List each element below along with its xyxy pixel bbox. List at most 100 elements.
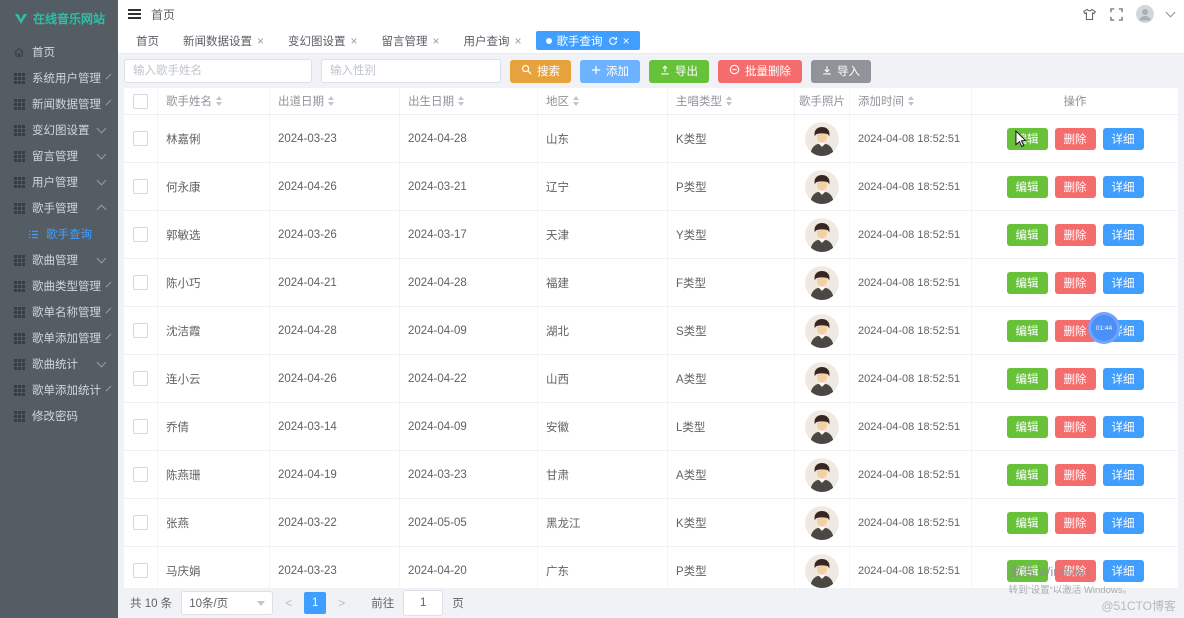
fullscreen-icon[interactable] [1110,7,1123,21]
delete-button[interactable]: 删除 [1054,271,1096,294]
tab-carousel-settings[interactable]: 变幻图设置 × [278,31,368,50]
sidebar-item-playlist-add-stats[interactable]: 歌单添加统计 [0,377,118,403]
sidebar-item-song-mgmt[interactable]: 歌曲管理 [0,247,118,273]
sort-caret-icon[interactable] [573,96,579,106]
row-actions: 编辑 删除 详细 [972,403,1178,450]
edit-button[interactable]: 编辑 [1006,511,1048,534]
next-page-button[interactable]: > [338,596,346,610]
refresh-icon[interactable] [608,36,618,46]
row-checkbox[interactable] [133,563,148,578]
column-header-type[interactable]: 主唱类型 [668,88,795,114]
page-size-select[interactable]: 10条/页 [181,591,274,615]
sort-caret-icon[interactable] [216,96,222,106]
delete-button[interactable]: 删除 [1054,127,1096,150]
edit-button[interactable]: 编辑 [1006,463,1048,486]
sort-caret-icon[interactable] [908,96,914,106]
close-icon[interactable]: × [514,33,522,48]
detail-button[interactable]: 详细 [1102,415,1144,438]
delete-button[interactable]: 删除 [1054,463,1096,486]
sort-caret-icon[interactable] [458,96,464,106]
breadcrumb[interactable]: 首页 [151,7,176,22]
singer-name-input[interactable] [124,59,312,83]
tab-singer-query[interactable]: 歌手查询 × [535,31,640,50]
sidebar-item-system-user-mgmt[interactable]: 系统用户管理 [0,65,118,91]
detail-button[interactable]: 详细 [1102,271,1144,294]
delete-button[interactable]: 删除 [1054,559,1096,582]
current-page-button[interactable]: 1 [304,592,327,614]
row-checkbox[interactable] [133,275,148,290]
tab-message-mgmt[interactable]: 留言管理 × [372,31,450,50]
add-button[interactable]: 添加 [580,59,640,83]
edit-button[interactable]: 编辑 [1006,415,1048,438]
row-checkbox[interactable] [133,371,148,386]
edit-button[interactable]: 编辑 [1006,223,1048,246]
edit-button[interactable]: 编辑 [1006,319,1048,342]
tab-user-query[interactable]: 用户查询 × [454,31,532,50]
select-all-checkbox[interactable] [133,93,148,109]
column-header-birth[interactable]: 出生日期 [400,88,538,114]
hamburger-menu-icon[interactable] [128,9,141,19]
import-button[interactable]: 导入 [811,59,871,83]
edit-button[interactable]: 编辑 [1006,559,1048,582]
column-header-name[interactable]: 歌手姓名 [158,88,270,114]
delete-button[interactable]: 删除 [1054,223,1096,246]
sort-caret-icon[interactable] [726,96,732,106]
row-checkbox[interactable] [133,419,148,434]
sidebar-item-carousel-settings[interactable]: 变幻图设置 [0,117,118,143]
chevron-down-icon[interactable] [1165,7,1176,18]
row-checkbox[interactable] [133,131,148,146]
delete-button[interactable]: 删除 [1054,415,1096,438]
row-checkbox[interactable] [133,227,148,242]
edit-button[interactable]: 编辑 [1006,175,1048,198]
sidebar-item-playlist-add-mgmt[interactable]: 歌单添加管理 [0,325,118,351]
sort-caret-icon[interactable] [328,96,334,106]
close-icon[interactable]: × [622,33,630,48]
column-header-added[interactable]: 添加时间 [850,88,972,114]
theme-shirt-icon[interactable] [1082,7,1097,22]
gender-input[interactable] [321,59,501,83]
sidebar-item-news-data-mgmt[interactable]: 新闻数据管理 [0,91,118,117]
delete-button[interactable]: 删除 [1054,367,1096,390]
edit-button[interactable]: 编辑 [1006,127,1048,150]
sidebar-item-user-mgmt[interactable]: 用户管理 [0,169,118,195]
sidebar-item-singer-query[interactable]: 歌手查询 [0,221,118,247]
detail-button[interactable]: 详细 [1102,175,1144,198]
search-button[interactable]: 搜索 [510,59,571,83]
sidebar-item-singer-mgmt[interactable]: 歌手管理 [0,195,118,221]
row-checkbox[interactable] [133,323,148,338]
column-header-debut[interactable]: 出道日期 [270,88,400,114]
column-header-region[interactable]: 地区 [538,88,668,114]
export-button[interactable]: 导出 [649,59,709,83]
tab-news-data-settings[interactable]: 新闻数据设置 × [173,31,274,50]
close-icon[interactable]: × [432,33,440,48]
delete-button[interactable]: 删除 [1054,511,1096,534]
tab-home[interactable]: 首页 [126,31,169,50]
user-avatar[interactable] [1136,5,1154,23]
row-checkbox[interactable] [133,467,148,482]
close-icon[interactable]: × [257,33,265,48]
edit-button[interactable]: 编辑 [1006,271,1048,294]
detail-button[interactable]: 详细 [1102,367,1144,390]
row-checkbox[interactable] [133,515,148,530]
detail-button[interactable]: 详细 [1102,511,1144,534]
sidebar-item-message-mgmt[interactable]: 留言管理 [0,143,118,169]
sidebar-item-home[interactable]: 首页 [0,39,118,65]
sidebar-item-change-password[interactable]: 修改密码 [0,403,118,429]
edit-button[interactable]: 编辑 [1006,367,1048,390]
screen-recorder-timer[interactable]: 01:44 [1088,312,1120,344]
sidebar-item-song-stats[interactable]: 歌曲统计 [0,351,118,377]
singer-name: 沈洁霞 [158,307,270,354]
detail-button[interactable]: 详细 [1102,223,1144,246]
close-icon[interactable]: × [350,33,358,48]
delete-button[interactable]: 删除 [1054,319,1096,342]
goto-page-input[interactable] [403,590,444,616]
row-checkbox[interactable] [133,179,148,194]
detail-button[interactable]: 详细 [1102,559,1144,582]
sidebar-item-playlist-name-mgmt[interactable]: 歌单名称管理 [0,299,118,325]
delete-button[interactable]: 删除 [1054,175,1096,198]
batch-delete-button[interactable]: 批量删除 [718,59,802,83]
prev-page-button[interactable]: < [285,596,293,610]
sidebar-item-song-type-mgmt[interactable]: 歌曲类型管理 [0,273,118,299]
detail-button[interactable]: 详细 [1102,463,1144,486]
detail-button[interactable]: 详细 [1102,127,1144,150]
